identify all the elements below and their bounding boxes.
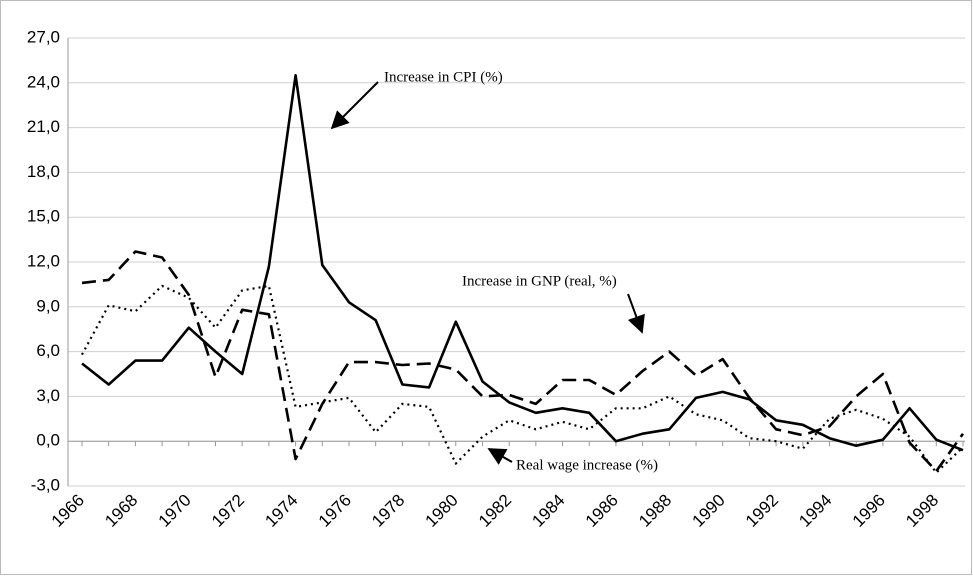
y-tick-label: 27,0 <box>27 27 60 46</box>
y-tick-label: 0,0 <box>36 431 60 450</box>
annotation-arrow <box>330 81 379 130</box>
series-line <box>81 250 965 473</box>
y-tick-label: 18,0 <box>27 162 60 181</box>
annotation: Increase in GNP (real, %) <box>462 273 617 289</box>
annotation-arrow <box>627 293 645 334</box>
annotation-arrow <box>487 448 513 465</box>
y-tick-label: 24,0 <box>27 72 60 91</box>
annotation: Increase in CPI (%) <box>384 69 503 85</box>
y-tick-label: 9,0 <box>36 296 60 315</box>
y-tick-label: -3,0 <box>31 475 60 494</box>
y-tick-label: 12,0 <box>27 251 60 270</box>
y-tick-label: 21,0 <box>27 117 60 136</box>
y-tick-label: 3,0 <box>36 386 60 405</box>
series-line <box>81 284 964 474</box>
annotation: Real wage increase (%) <box>516 457 658 473</box>
y-tick-label: 6,0 <box>36 341 60 360</box>
y-tick-label: 15,0 <box>27 207 60 226</box>
